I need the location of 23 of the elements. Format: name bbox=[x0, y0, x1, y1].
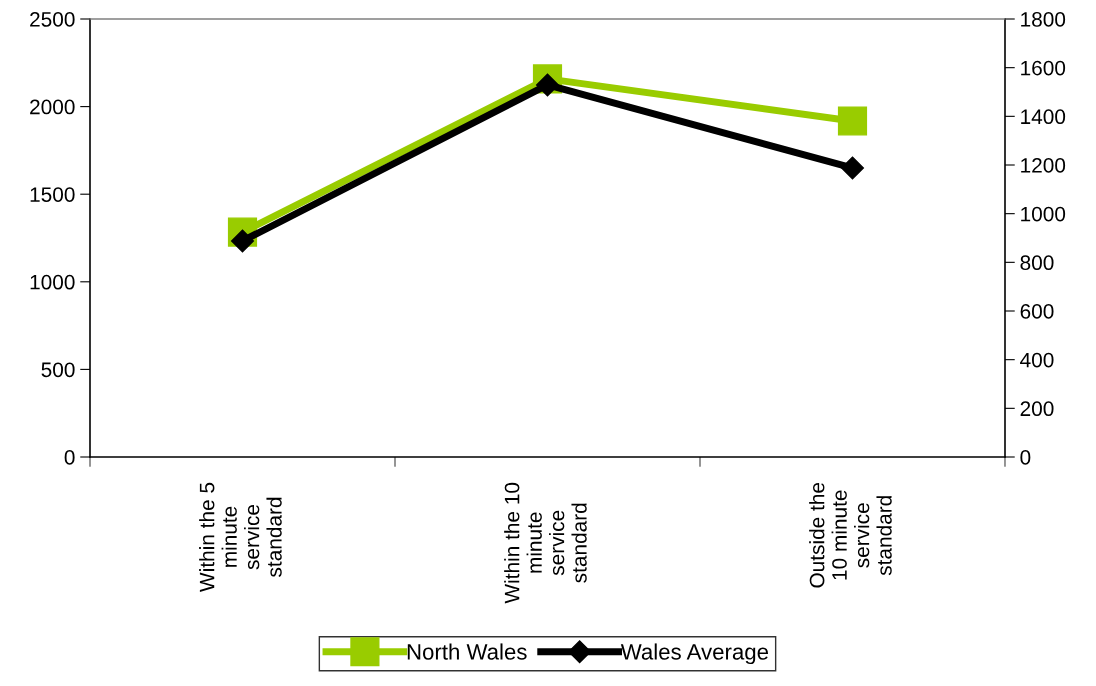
legend-label: Wales Average bbox=[620, 643, 769, 665]
x-tick-label: Within the 5 minute service standard bbox=[199, 482, 282, 592]
y2-tick-label: 1400 bbox=[1021, 109, 1066, 125]
y2-tick-label: 600 bbox=[1020, 304, 1054, 319]
y2-tick-label: 800 bbox=[1020, 255, 1054, 271]
y-tick-label: 1500 bbox=[30, 187, 75, 202]
y2-tick-label: 1600 bbox=[1021, 60, 1066, 76]
y-tick-label: 1000 bbox=[30, 274, 75, 290]
y-tick-label: 2000 bbox=[30, 99, 75, 115]
legend-label: North Wales bbox=[407, 643, 527, 660]
y2-tick-label: 1800 bbox=[1021, 12, 1066, 27]
y2-tick-label: 0 bbox=[1020, 450, 1031, 465]
y2-tick-label: 200 bbox=[1020, 401, 1054, 417]
point bbox=[841, 156, 864, 180]
y-tick-label: 500 bbox=[41, 362, 75, 378]
y2-tick-label: 1000 bbox=[1021, 206, 1066, 222]
point bbox=[837, 106, 868, 136]
y-tick-label: 2500 bbox=[30, 12, 75, 27]
x-tick-label: Outside the 10 minute service standard bbox=[809, 482, 892, 588]
y-tick-label: 0 bbox=[64, 450, 75, 465]
x-tick-label: Within the 10 minute service standard bbox=[504, 482, 587, 604]
y2-tick-label: 1200 bbox=[1021, 158, 1066, 173]
y2-tick-label: 400 bbox=[1020, 352, 1054, 368]
